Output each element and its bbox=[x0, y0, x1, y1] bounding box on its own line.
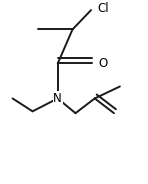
Text: N: N bbox=[53, 92, 62, 105]
Text: Cl: Cl bbox=[98, 2, 109, 15]
Text: O: O bbox=[99, 57, 108, 70]
